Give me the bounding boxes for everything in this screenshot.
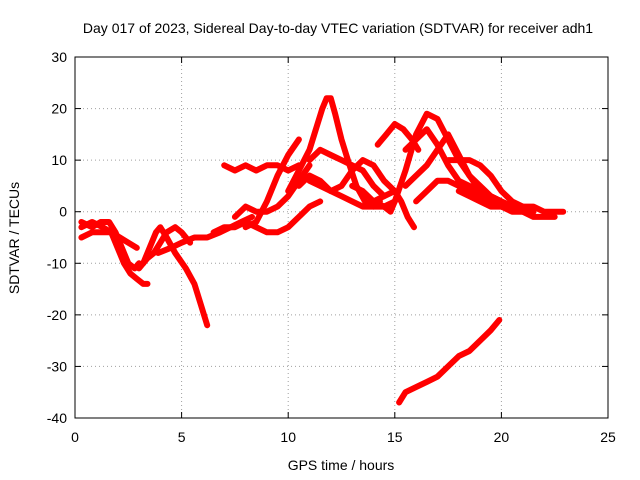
series-line-arc-12 bbox=[295, 157, 398, 195]
series-line-arc-15 bbox=[349, 182, 398, 215]
series-line-arc-23 bbox=[455, 188, 558, 220]
series-line-arc-11 bbox=[285, 95, 383, 210]
y-tick-label: 20 bbox=[51, 101, 67, 117]
data-series bbox=[78, 95, 567, 406]
x-tick-label: 20 bbox=[494, 429, 510, 445]
y-tick-label: -40 bbox=[47, 410, 67, 426]
x-tick-label: 15 bbox=[387, 429, 403, 445]
y-tick-labels: -40 -30 -20 -10 0 10 20 30 bbox=[47, 49, 67, 426]
series-line-arc-10 bbox=[242, 136, 302, 231]
series-line-arc-22 bbox=[445, 157, 567, 215]
series-line-arc-13 bbox=[306, 146, 388, 200]
y-tick-label: -20 bbox=[47, 307, 67, 323]
series-line-arc-5 bbox=[136, 224, 194, 272]
y-tick-label: 0 bbox=[59, 204, 67, 220]
x-axis-title: GPS time / hours bbox=[288, 457, 395, 473]
plot-frame bbox=[74, 56, 609, 419]
axis-ticks bbox=[74, 56, 609, 419]
series-line-arc-24 bbox=[396, 317, 503, 406]
x-tick-labels: 0 5 10 15 20 25 bbox=[71, 429, 616, 445]
series-line-arc-3 bbox=[78, 229, 140, 251]
series-line-arc-7 bbox=[210, 198, 324, 236]
y-tick-label: -10 bbox=[47, 255, 67, 271]
series-line-arc-8 bbox=[221, 162, 302, 174]
y-tick-label: 30 bbox=[51, 49, 67, 65]
series-line-arc-21 bbox=[413, 177, 537, 215]
y-axis-title: SDTVAR / TECUs bbox=[6, 182, 22, 294]
x-tick-label: 25 bbox=[600, 429, 616, 445]
x-tick-label: 10 bbox=[280, 429, 296, 445]
series-line-arc-9 bbox=[231, 162, 313, 220]
y-tick-label: -30 bbox=[47, 358, 67, 374]
series-line-arc-6 bbox=[155, 213, 255, 256]
x-tick-label: 5 bbox=[178, 429, 186, 445]
x-tick-label: 0 bbox=[71, 429, 79, 445]
chart-title: Day 017 of 2023, Sidereal Day-to-day VTE… bbox=[83, 20, 593, 36]
series-line-arc-4 bbox=[140, 224, 211, 329]
y-tick-label: 10 bbox=[51, 152, 67, 168]
